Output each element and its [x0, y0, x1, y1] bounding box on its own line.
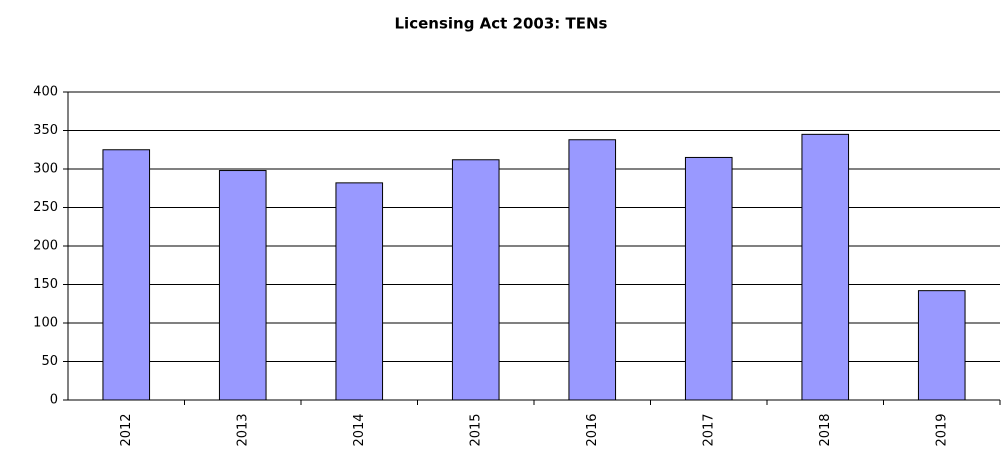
- y-tick-label: 100: [33, 316, 58, 331]
- chart-title: Licensing Act 2003: TENs: [395, 15, 608, 33]
- y-tick-label: 50: [41, 354, 58, 369]
- x-tick-label: 2013: [235, 413, 250, 446]
- x-tick-label: 2016: [585, 413, 600, 446]
- x-tick-label: 2012: [119, 413, 134, 446]
- bar: [335, 182, 384, 401]
- y-tick-label: 200: [33, 239, 58, 254]
- y-tick-label: 300: [33, 162, 58, 177]
- x-tick-label: 2018: [818, 413, 833, 446]
- bar: [801, 133, 850, 401]
- bar: [102, 149, 151, 401]
- x-tick-label: 2019: [934, 413, 949, 446]
- x-tick-label: 2015: [468, 413, 483, 446]
- y-tick-label: 250: [33, 200, 58, 215]
- bar: [917, 290, 966, 401]
- y-tick-label: 0: [50, 393, 58, 408]
- x-tick-label: 2017: [701, 413, 716, 446]
- x-tick-label: 2014: [352, 413, 367, 446]
- bar: [451, 159, 500, 401]
- bar: [684, 156, 733, 401]
- y-tick-label: 400: [33, 85, 58, 100]
- y-tick-label: 150: [33, 277, 58, 292]
- bar: [218, 170, 267, 401]
- y-tick-label: 350: [33, 123, 58, 138]
- bar: [568, 139, 617, 401]
